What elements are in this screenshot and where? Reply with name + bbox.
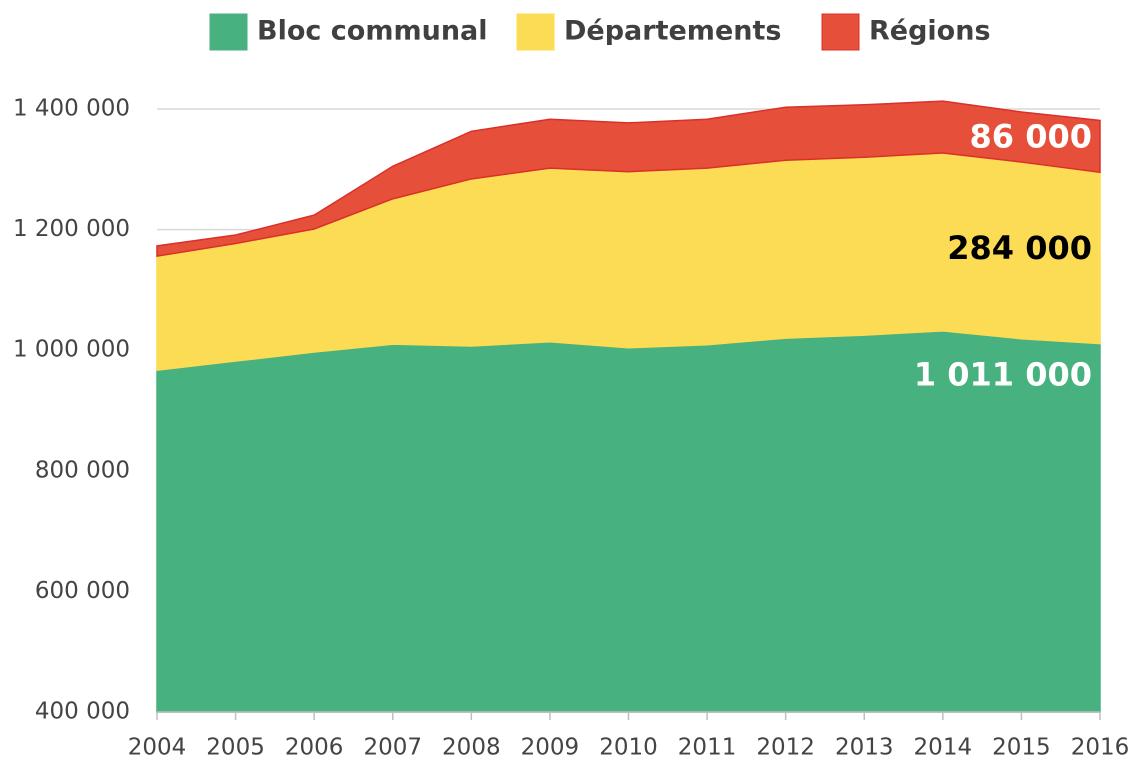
y-tick-label: 1 400 000 bbox=[13, 96, 130, 122]
data-label: 284 000 bbox=[947, 229, 1092, 267]
x-tick-label: 2013 bbox=[835, 735, 894, 761]
legend-label: Régions bbox=[869, 16, 991, 47]
y-tick-label: 600 000 bbox=[35, 578, 130, 604]
x-tick-label: 2009 bbox=[521, 735, 580, 761]
data-label: 1 011 000 bbox=[914, 356, 1092, 394]
legend-swatch bbox=[821, 13, 860, 51]
y-tick-label: 800 000 bbox=[35, 457, 130, 483]
x-tick-label: 2012 bbox=[756, 735, 815, 761]
x-tick-label: 2011 bbox=[678, 735, 737, 761]
legend-label: Bloc communal bbox=[257, 16, 488, 47]
x-tick-label: 2016 bbox=[1071, 735, 1130, 761]
x-tick-label: 2005 bbox=[206, 735, 265, 761]
x-tick-label: 2008 bbox=[442, 735, 501, 761]
legend-swatch bbox=[516, 13, 555, 51]
legend-label: Départements bbox=[564, 16, 781, 47]
x-tick-label: 2015 bbox=[992, 735, 1051, 761]
data-label: 86 000 bbox=[970, 117, 1092, 155]
x-tick-label: 2004 bbox=[128, 735, 187, 761]
legend-swatch bbox=[209, 13, 248, 51]
y-tick-label: 400 000 bbox=[35, 699, 130, 725]
x-tick-label: 2006 bbox=[285, 735, 344, 761]
x-tick-label: 2007 bbox=[363, 735, 422, 761]
y-tick-label: 1 000 000 bbox=[13, 337, 130, 363]
x-tick-label: 2014 bbox=[914, 735, 973, 761]
x-tick-label: 2010 bbox=[599, 735, 658, 761]
area bbox=[156, 100, 1101, 258]
y-tick-label: 1 200 000 bbox=[13, 216, 130, 242]
